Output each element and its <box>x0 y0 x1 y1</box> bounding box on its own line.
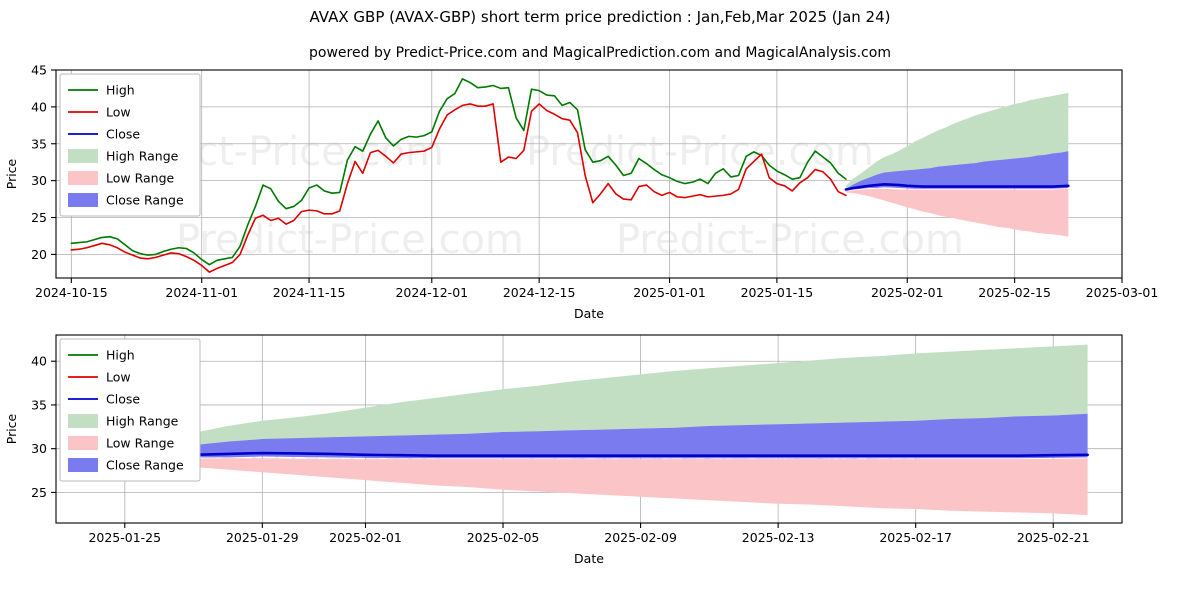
axes <box>55 69 1123 279</box>
chart-legend: High Low Close High Range Low Range Close Ran… <box>59 73 201 217</box>
x-axis-title: Date <box>574 551 604 566</box>
svg-text:2025-03-01: 2025-03-01 <box>1086 285 1159 300</box>
svg-text:2025-02-13: 2025-02-13 <box>742 530 815 545</box>
page-title: AVAX GBP (AVAX-GBP) short term price pre… <box>309 8 891 26</box>
svg-text:2025-02-01: 2025-02-01 <box>329 530 402 545</box>
legend-swatch-band <box>68 458 98 472</box>
legend-swatch-band <box>68 171 98 185</box>
svg-text:2024-10-15: 2024-10-15 <box>35 285 108 300</box>
axis-ticks: 20 25 30 35 40 45 2024-10-15 2024-11-01 2024-11-… <box>31 63 1158 301</box>
high-line <box>70 78 847 266</box>
svg-text:2024-12-01: 2024-12-01 <box>395 285 468 300</box>
svg-text:35: 35 <box>31 397 47 412</box>
svg-text:Predict-Price.com: Predict-Price.com <box>176 217 524 263</box>
svg-text:2024-11-01: 2024-11-01 <box>165 285 238 300</box>
svg-text:20: 20 <box>31 247 47 262</box>
svg-text:2025-02-15: 2025-02-15 <box>978 285 1051 300</box>
legend-label: Low Range <box>106 436 175 451</box>
high-range-band <box>845 92 1069 189</box>
legend-label: Low <box>106 370 131 385</box>
legend-label: High <box>106 348 135 363</box>
forecast-detail-chart-panel: Predict-Price.comPredict-Price.comPredic… <box>0 325 1200 600</box>
page-subtitle: powered by Predict-Price.com and Magical… <box>309 45 891 61</box>
legend-label: Low <box>106 105 131 120</box>
svg-text:2025-02-21: 2025-02-21 <box>1017 530 1090 545</box>
y-axis-title: Price <box>4 413 19 444</box>
legend-label: Close Range <box>106 458 184 473</box>
svg-text:2025-02-01: 2025-02-01 <box>871 285 944 300</box>
overview-chart-svg: Predict-Price.com Predict-Price.comPredic… <box>4 63 1158 322</box>
legend-swatch-band <box>68 193 98 207</box>
svg-text:Predict-Price.com: Predict-Price.com <box>616 217 964 263</box>
legend-swatch-band <box>68 149 98 163</box>
close-range-band <box>90 413 1088 461</box>
legend-label: High Range <box>106 149 179 164</box>
svg-text:40: 40 <box>31 354 47 369</box>
axes <box>55 334 1123 524</box>
svg-text:2025-01-15: 2025-01-15 <box>741 285 814 300</box>
svg-text:2025-01-25: 2025-01-25 <box>88 530 161 545</box>
close-line <box>89 451 1089 461</box>
low-range-band <box>90 458 1088 516</box>
legend-swatch-band <box>68 414 98 428</box>
low-range-band <box>845 188 1069 237</box>
legend-label: Low Range <box>106 171 175 186</box>
overview-chart-panel: Predict-Price.com Predict-Price.com Predic… <box>0 60 1200 322</box>
legend-label: Close <box>106 392 140 407</box>
low-line <box>70 103 847 273</box>
svg-text:2024-11-15: 2024-11-15 <box>273 285 346 300</box>
chart-legend: High Low Close High Range Low Range Close Ran… <box>59 338 201 482</box>
x-axis-title: Date <box>574 306 604 321</box>
close-line <box>844 183 1070 191</box>
svg-text:35: 35 <box>31 136 47 151</box>
svg-text:2025-01-01: 2025-01-01 <box>633 285 706 300</box>
svg-text:45: 45 <box>31 63 47 78</box>
svg-text:30: 30 <box>31 441 47 456</box>
legend-label: High <box>106 83 135 98</box>
svg-text:30: 30 <box>31 173 47 188</box>
svg-text:25: 25 <box>31 485 47 500</box>
close-range-band <box>845 151 1069 191</box>
legend-label: Close <box>106 127 140 142</box>
svg-text:2025-02-05: 2025-02-05 <box>467 530 540 545</box>
svg-text:2025-02-09: 2025-02-09 <box>604 530 677 545</box>
high-range-band <box>90 344 1088 459</box>
svg-text:25: 25 <box>31 210 47 225</box>
y-axis-title: Price <box>4 158 19 189</box>
legend-swatch-band <box>68 436 98 450</box>
forecast-detail-chart-svg: Predict-Price.comPredict-Price.comPredic… <box>4 334 1123 566</box>
svg-text:2025-02-17: 2025-02-17 <box>879 530 952 545</box>
svg-text:2025-01-29: 2025-01-29 <box>226 530 299 545</box>
legend-label: Close Range <box>106 193 184 208</box>
svg-text:40: 40 <box>31 99 47 114</box>
legend-label: High Range <box>106 414 179 429</box>
svg-text:2024-12-15: 2024-12-15 <box>503 285 576 300</box>
axis-ticks: 25 30 35 40 2025-01-25 2025-01-29 2025-02-01 20… <box>31 354 1089 545</box>
